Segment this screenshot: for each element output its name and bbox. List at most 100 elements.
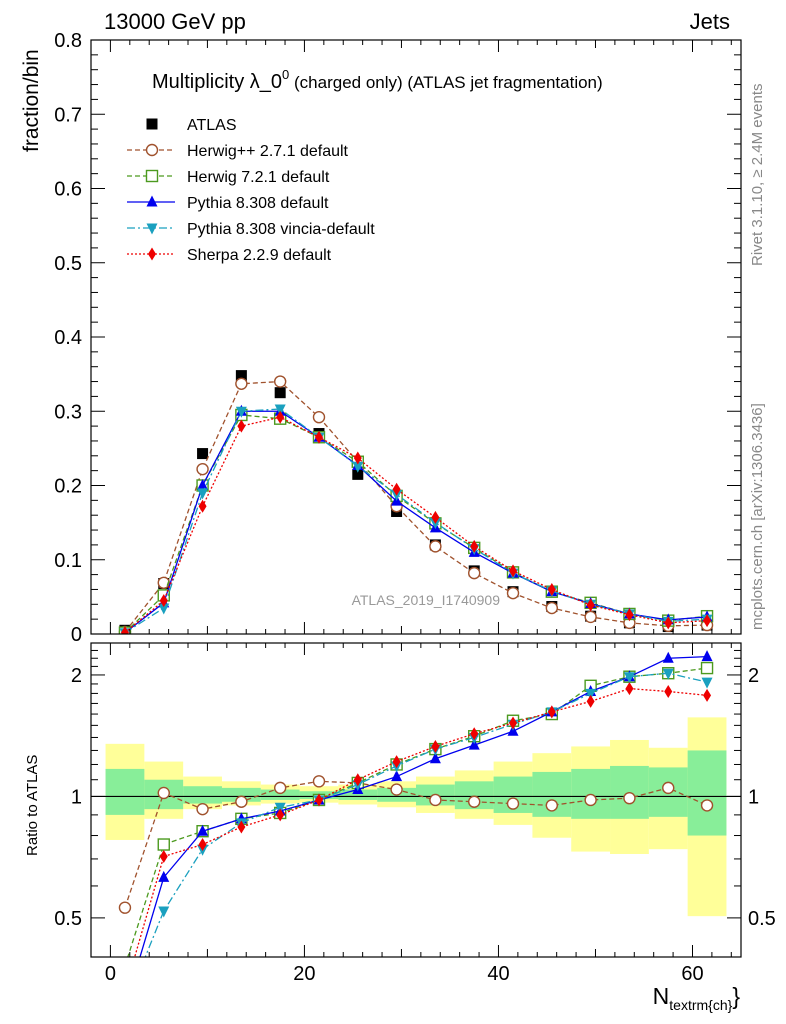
ratio-line xyxy=(139,656,708,957)
series-point xyxy=(312,410,326,424)
ratio-point xyxy=(159,849,168,863)
legend-marker xyxy=(146,223,158,235)
ratio-point xyxy=(703,688,712,702)
series-point xyxy=(273,375,287,388)
legend-entry: Herwig 7.2.1 default xyxy=(127,169,330,186)
series-line xyxy=(124,416,708,634)
y-tick-label-left: 0.5 xyxy=(54,908,82,930)
ratio-point xyxy=(314,793,323,807)
ratio-point xyxy=(391,770,403,782)
series-point xyxy=(352,461,364,473)
series-point xyxy=(159,594,168,608)
ratio-series-4 xyxy=(134,682,712,957)
data-point-atlas xyxy=(197,448,209,460)
y-tick-label: 0.5 xyxy=(54,253,82,275)
series-point xyxy=(470,539,479,553)
ratio-point xyxy=(429,793,442,807)
ratio-line xyxy=(124,780,708,908)
ratio-point xyxy=(157,786,170,800)
title-main: Multiplicity λ_0 xyxy=(152,71,282,93)
legend-marker xyxy=(146,195,158,207)
ratio-point xyxy=(586,694,595,708)
series-point xyxy=(586,598,595,612)
main-plot-area xyxy=(118,370,714,634)
ratio-point xyxy=(197,824,209,836)
legend-entry: Sherpa 2.2.9 default xyxy=(127,247,332,264)
ratio-point xyxy=(625,682,634,696)
watermark: ATLAS_2019_I1740909 xyxy=(352,592,501,608)
legend-entry: Pythia 8.308 default xyxy=(127,195,329,212)
x-axis-label-close: } xyxy=(732,983,740,1009)
title-rest: (charged only) (ATLAS jet fragmentation) xyxy=(289,73,602,92)
ratio-point xyxy=(506,797,520,810)
series-point xyxy=(703,614,712,628)
ratio-point xyxy=(196,802,209,816)
ratio-point xyxy=(584,793,597,807)
series-line xyxy=(124,410,708,634)
series-point xyxy=(392,482,401,496)
x-axis-label-main: N xyxy=(653,983,670,1009)
ratio-point xyxy=(623,672,635,684)
ratio-point xyxy=(545,799,559,812)
y-axis-ticks-ratio: 0.5 0.5 1 1 2 2 xyxy=(54,649,776,958)
data-point-atlas xyxy=(274,387,286,399)
series-point xyxy=(584,610,597,624)
legend: ATLAS Herwig++ 2.7.1 default Herwig 7.2.1 … xyxy=(127,117,375,264)
ratio-point xyxy=(700,799,714,812)
title-superscript: 0 xyxy=(282,67,289,82)
ratio-point xyxy=(662,668,674,680)
ratio-point xyxy=(273,781,287,795)
series-line xyxy=(124,408,708,634)
band-green xyxy=(687,750,727,836)
ratio-point xyxy=(276,808,285,822)
y-tick-label: 0.4 xyxy=(54,327,82,349)
ratio-point xyxy=(392,755,401,769)
ratio-point xyxy=(468,738,480,750)
ratio-point xyxy=(274,802,286,814)
series-point xyxy=(429,540,442,553)
ratio-point xyxy=(664,684,673,698)
ratio-point xyxy=(470,727,479,741)
ratio-plot-area xyxy=(118,650,714,971)
band-green xyxy=(183,786,222,804)
series-point xyxy=(547,582,556,596)
series-point xyxy=(506,586,520,600)
series-point xyxy=(431,510,440,524)
legend-label: ATLAS xyxy=(187,117,237,134)
legend-entry: Pythia 8.308 vincia-default xyxy=(127,221,375,238)
data-point-atlas xyxy=(352,468,364,480)
svg-text:Multiplicity λ_00 (charged onl: Multiplicity λ_00 (charged only) (ATLAS … xyxy=(152,67,603,93)
data-point-atlas xyxy=(235,370,247,382)
ratio-point xyxy=(118,901,132,914)
band-green xyxy=(338,789,378,800)
ratio-point xyxy=(198,838,207,852)
y-tick-label: 0.7 xyxy=(54,104,82,126)
plot-title: Multiplicity λ_00 (charged only) (ATLAS … xyxy=(152,67,603,93)
ratio-point xyxy=(431,739,440,753)
ratio-point xyxy=(237,820,246,834)
series-point xyxy=(276,410,285,424)
ratio-point xyxy=(158,906,170,918)
legend-entry: ATLAS xyxy=(146,117,237,134)
legend-label: Herwig++ 2.7.1 default xyxy=(187,143,349,160)
series-point xyxy=(468,566,481,580)
series-point xyxy=(157,576,170,589)
ratio-point xyxy=(157,838,170,851)
ratio-frame xyxy=(90,642,742,958)
x-tick-label: 20 xyxy=(293,963,315,985)
y-tick-label-right: 2 xyxy=(748,665,759,687)
legend-marker xyxy=(145,143,159,157)
series-point xyxy=(274,404,286,416)
series-line xyxy=(124,380,708,633)
y-tick-label-left: 2 xyxy=(71,665,82,687)
band-green xyxy=(260,789,300,800)
rivet-label: Rivet 3.1.10, ≥ 2.4M events xyxy=(749,84,766,267)
ratio-point xyxy=(119,960,130,971)
ratio-line xyxy=(144,672,708,957)
mcplots-label: mcplots.cern.ch [arXiv:1306.3436] xyxy=(749,403,766,630)
series-point xyxy=(353,451,362,465)
legend-marker xyxy=(146,118,158,130)
ratio-point xyxy=(547,705,556,719)
ratio-point xyxy=(700,661,714,675)
series-point xyxy=(664,616,673,630)
